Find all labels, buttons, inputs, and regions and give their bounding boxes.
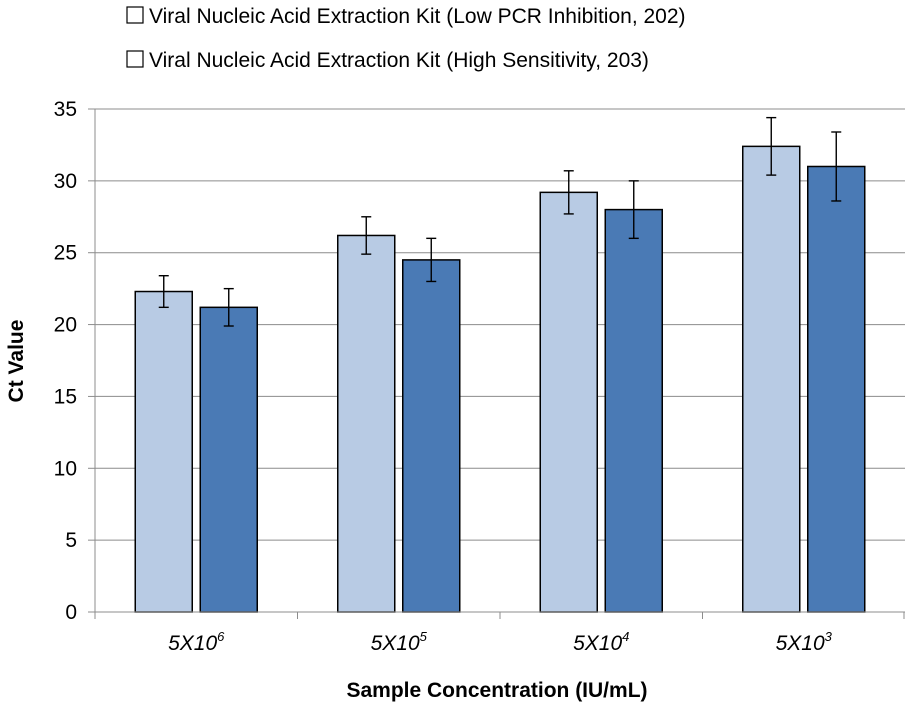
bar-series-1-cat-1 [134, 290, 193, 613]
bar-series-2-cat-4 [807, 165, 866, 613]
bar-series-2-cat-1 [199, 306, 258, 613]
x-tick-label-exponent: 6 [217, 629, 225, 644]
x-tick-label-exponent: 5 [420, 629, 428, 644]
y-tick-label: 0 [65, 601, 77, 624]
x-tick-labels: 5X106 5X105 5X104 5X103 [168, 629, 833, 655]
y-axis-title: Ct Value [5, 320, 28, 403]
bar-series-2-cat-2 [402, 259, 461, 613]
y-tick-label: 35 [54, 98, 77, 121]
x-tick-label: 5X105 [371, 629, 428, 655]
x-tick-label-exponent: 3 [825, 629, 833, 644]
legend-label-series-2: Viral Nucleic Acid Extraction Kit (High … [149, 49, 649, 72]
bar-series-1-cat-2 [337, 234, 396, 613]
bar-series-2-cat-3 [604, 208, 663, 613]
x-tick-label: 5X103 [776, 629, 833, 655]
x-tick-label: 5X104 [573, 629, 629, 655]
bars [134, 145, 866, 613]
y-tick-label: 15 [54, 385, 77, 408]
x-tick-label-exponent: 4 [622, 629, 629, 644]
y-tick-label: 30 [54, 170, 77, 193]
legend-label-series-1: Viral Nucleic Acid Extraction Kit (Low P… [149, 5, 686, 28]
bar-series-1-cat-4 [742, 145, 801, 613]
axes [94, 109, 905, 619]
legend: Viral Nucleic Acid Extraction Kit (Low P… [126, 5, 686, 72]
y-tick-label: 25 [54, 242, 77, 265]
legend-swatch-series-1 [126, 6, 144, 24]
legend-swatch-series-2 [126, 50, 144, 68]
y-tick-label: 20 [54, 314, 77, 337]
x-axis-title: Sample Concentration (IU/mL) [346, 679, 647, 702]
y-tick-labels: 0 5 10 15 20 25 30 35 [54, 98, 77, 624]
y-tick-label: 5 [65, 529, 77, 552]
error-bars [158, 116, 842, 327]
bar-series-1-cat-3 [539, 191, 598, 613]
x-tick-label: 5X106 [168, 629, 225, 655]
y-tick-label: 10 [54, 457, 77, 480]
